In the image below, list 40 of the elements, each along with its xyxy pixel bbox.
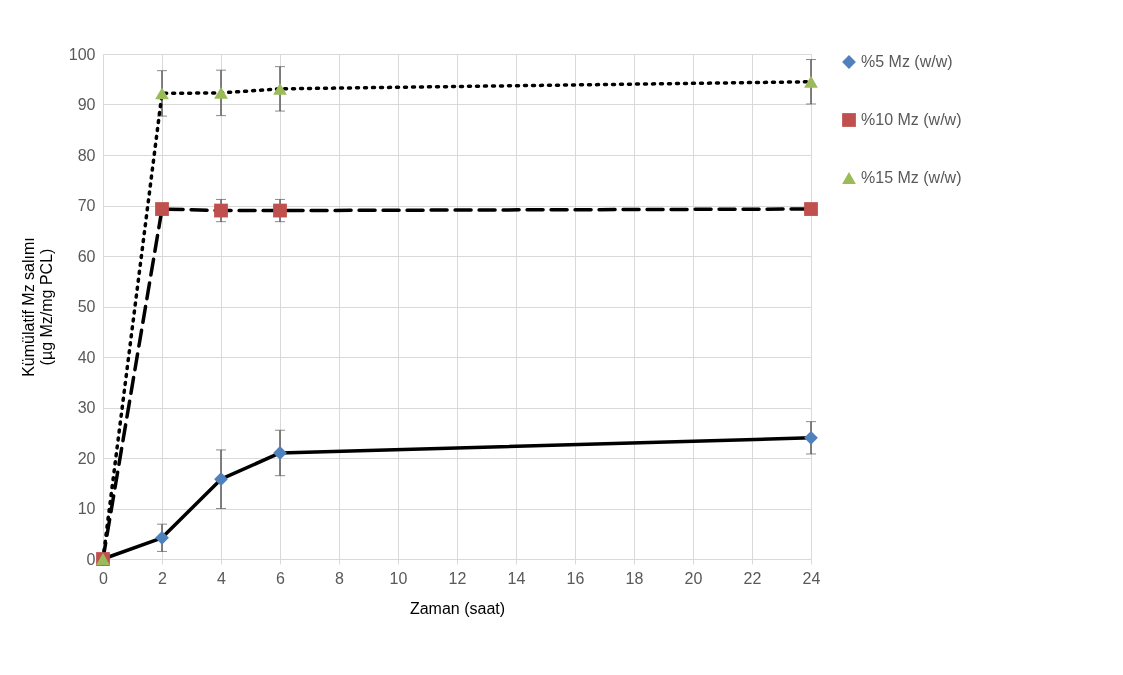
point bbox=[804, 202, 818, 216]
x-tick-label: 2 bbox=[158, 569, 168, 587]
point bbox=[214, 203, 228, 218]
x-axis-title: Zaman (saat) bbox=[409, 599, 506, 617]
y-tick-label: 80 bbox=[77, 146, 96, 164]
y-tick-label: 50 bbox=[77, 298, 96, 315]
y-tick-label: 0 bbox=[86, 550, 96, 568]
point bbox=[804, 430, 818, 445]
y-tick-label: 60 bbox=[77, 247, 96, 265]
x-tick-label: 0 bbox=[99, 569, 109, 587]
point bbox=[804, 75, 818, 88]
x-tick-label: 14 bbox=[507, 569, 526, 587]
y-axis-title: Kümülatif Mz salımı (µg Mz/mg PCL) bbox=[19, 237, 55, 377]
x-tick-label: 24 bbox=[802, 569, 821, 587]
y-tick-label: 70 bbox=[77, 197, 96, 214]
x-tick-label: 12 bbox=[448, 569, 467, 587]
point bbox=[155, 87, 169, 100]
y-tick-label: 40 bbox=[77, 348, 96, 366]
legend-label: %5 Mz (w/w) bbox=[861, 53, 953, 70]
point bbox=[273, 203, 287, 218]
x-tick-label: 22 bbox=[743, 569, 762, 587]
point bbox=[273, 82, 287, 95]
legend-label: %10 Mz (w/w) bbox=[861, 111, 962, 128]
x-tick-label: 4 bbox=[217, 569, 227, 587]
y-tick-label: 10 bbox=[77, 500, 96, 517]
y-tick-label: 30 bbox=[77, 399, 96, 416]
y-tick-label: 90 bbox=[77, 96, 96, 113]
x-tick-label: 18 bbox=[625, 569, 644, 587]
x-tick-label: 16 bbox=[566, 569, 585, 587]
x-tick-label: 6 bbox=[276, 569, 286, 587]
point bbox=[214, 472, 228, 487]
point bbox=[155, 202, 169, 216]
legend-label: %15 Mz (w/w) bbox=[861, 169, 962, 186]
x-tick-label: 8 bbox=[335, 569, 345, 587]
point bbox=[155, 530, 169, 545]
x-tick-label: 20 bbox=[684, 569, 703, 587]
point bbox=[214, 86, 228, 99]
y-tick-label: 100 bbox=[68, 45, 96, 63]
y-tick-label: 20 bbox=[77, 449, 96, 467]
x-tick-label: 10 bbox=[389, 569, 408, 587]
